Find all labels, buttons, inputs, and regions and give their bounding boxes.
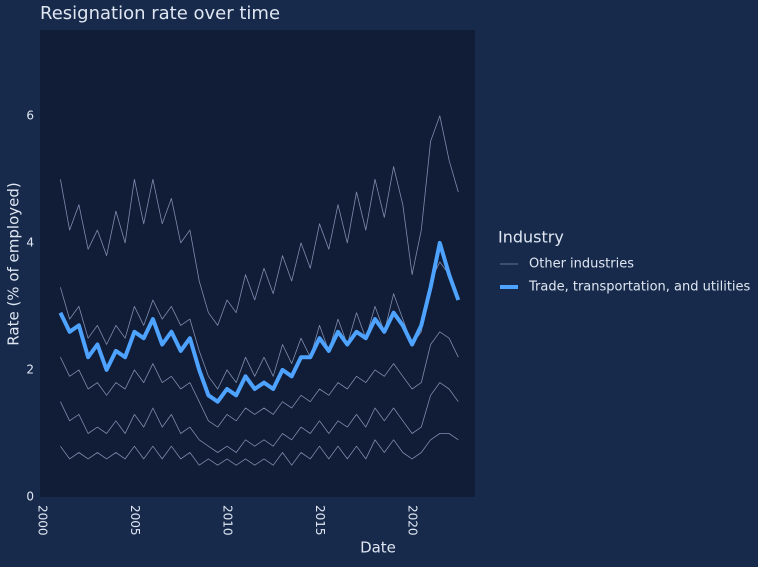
chart-title: Resignation rate over time	[40, 3, 280, 24]
x-axis-label: Date	[360, 539, 396, 557]
other-industry-line	[60, 331, 459, 428]
x-tick-label: 2005	[128, 505, 142, 536]
other-industry-line	[60, 433, 459, 466]
y-tick-label: 0	[26, 490, 34, 504]
other-industry-line	[60, 261, 459, 390]
other-industry-line	[60, 382, 459, 453]
plot-panel	[40, 30, 475, 497]
y-axis-label: Rate (% of employed)	[5, 182, 23, 345]
x-tick-label: 2010	[220, 505, 234, 536]
x-tick-label: 2020	[406, 505, 420, 536]
series-line	[58, 240, 461, 404]
y-tick-label: 4	[26, 235, 34, 249]
legend-label: Trade, transportation, and utilities	[528, 280, 751, 295]
legend-label: Other industries	[529, 257, 634, 272]
x-tick-label: 2000	[35, 505, 49, 536]
other-industry-line	[60, 115, 459, 326]
x-tick-label: 2015	[313, 505, 327, 536]
y-tick-label: 6	[26, 108, 34, 122]
y-tick-label: 2	[26, 362, 34, 376]
legend-title: Industry	[498, 228, 564, 247]
